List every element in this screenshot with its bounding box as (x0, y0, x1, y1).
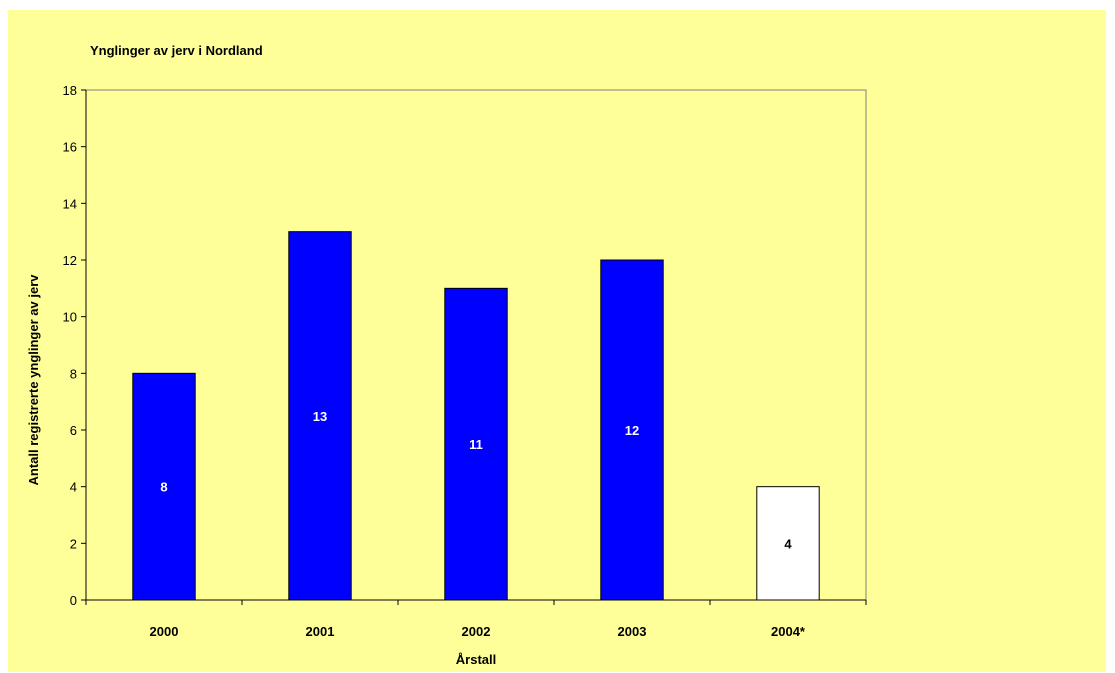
bar (444, 287, 508, 601)
x-tick-label: 2002 (462, 624, 491, 639)
bar (600, 259, 664, 601)
x-tick-label: 2001 (306, 624, 335, 639)
bar (132, 372, 196, 601)
y-tick-label: 12 (63, 253, 77, 268)
bar (288, 231, 352, 601)
y-tick-label: 16 (63, 140, 77, 155)
x-axis: 2000 2001 2002 2003 2004* (85, 599, 867, 639)
y-tick-label: 4 (70, 480, 77, 495)
x-axis-title: Årstall (456, 652, 496, 667)
x-tick-label: 2004* (771, 624, 806, 639)
y-tick-label: 6 (70, 423, 77, 438)
y-axis: 0 2 4 6 8 10 12 14 16 18 (63, 83, 87, 608)
y-tick-label: 18 (63, 83, 77, 98)
bar (756, 486, 820, 601)
x-tick-label: 2003 (618, 624, 647, 639)
data-label: 12 (625, 423, 639, 438)
data-label: 8 (160, 480, 167, 495)
data-label: 11 (469, 437, 483, 452)
data-labels: 8 13 11 12 4 (160, 409, 792, 551)
y-tick-label: 0 (70, 593, 77, 608)
y-tick-label: 8 (70, 366, 77, 381)
data-label: 4 (784, 536, 792, 551)
x-tick-label: 2000 (150, 624, 179, 639)
data-label: 13 (313, 409, 327, 424)
y-tick-label: 14 (63, 196, 77, 211)
y-axis-title: Antall registrerte ynglinger av jerv (26, 274, 41, 486)
bars (132, 231, 820, 601)
y-tick-label: 2 (70, 536, 77, 551)
chart-title: Ynglinger av jerv i Nordland (90, 43, 263, 58)
y-tick-label: 10 (63, 310, 77, 325)
